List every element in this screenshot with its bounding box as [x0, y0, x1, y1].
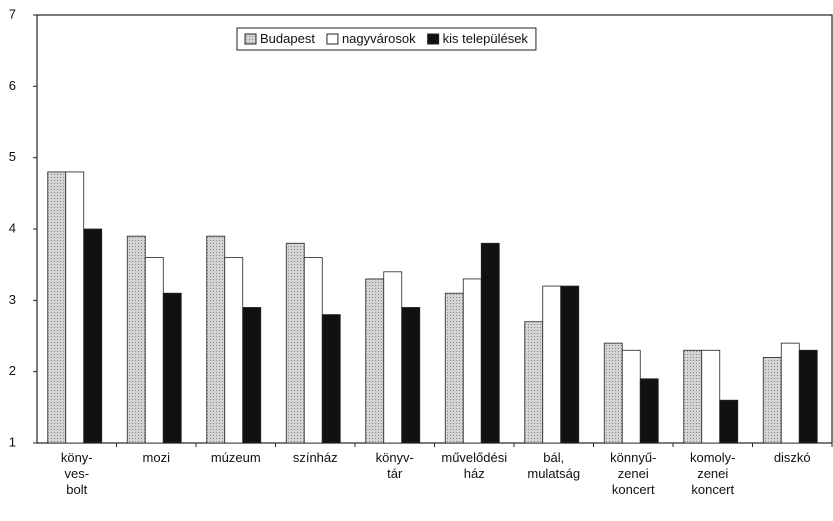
bar: [83, 228, 103, 444]
bar: [719, 399, 739, 444]
bar: [401, 307, 421, 444]
x-tick-label: színház: [292, 450, 338, 465]
bar: [206, 235, 226, 444]
bar: [560, 285, 580, 444]
bar: [65, 171, 85, 444]
bar: [444, 292, 464, 444]
y-tick-label: 5: [9, 149, 16, 164]
bar: [621, 349, 641, 444]
bar: [603, 342, 623, 444]
bar: [47, 171, 67, 444]
bar: [524, 321, 544, 444]
bar: [683, 349, 703, 444]
bar: [126, 235, 146, 444]
bar: [542, 285, 562, 444]
bar: [285, 242, 305, 444]
bar: [639, 378, 659, 444]
legend-label: Budapest: [260, 31, 315, 46]
bar: [480, 242, 500, 444]
bar: [365, 278, 385, 444]
x-tick-label: bál, mulatság: [527, 450, 581, 481]
bar: [780, 342, 800, 444]
bar: [321, 314, 341, 444]
legend-label: nagyvárosok: [342, 31, 416, 46]
y-tick-label: 3: [9, 292, 16, 307]
bar: [144, 257, 164, 444]
x-tick-label: köny- ves- bolt: [60, 450, 93, 497]
x-tick-label: komoly- zenei koncert: [689, 450, 736, 497]
bar: [462, 278, 482, 444]
legend-swatch: [326, 33, 339, 45]
y-tick-label: 6: [9, 78, 16, 93]
legend-box: [236, 27, 537, 51]
x-tick-label: művelődési ház: [441, 450, 508, 481]
y-tick-label: 2: [9, 363, 16, 378]
bar: [242, 307, 262, 444]
bar: [162, 292, 182, 444]
x-tick-label: könnyű- zenei koncert: [610, 450, 657, 497]
legend-swatch: [244, 33, 257, 45]
bar: [224, 257, 244, 444]
x-tick-label: múzeum: [210, 450, 261, 465]
y-tick-label: 1: [9, 434, 16, 449]
legend-label: kis települések: [443, 31, 529, 46]
bar: [303, 257, 323, 444]
bar: [701, 349, 721, 444]
x-tick-label: könyv- tár: [375, 450, 414, 481]
bar: [762, 356, 782, 444]
y-tick-label: 7: [9, 6, 16, 21]
bar: [383, 271, 403, 444]
y-tick-label: 4: [9, 220, 16, 235]
bar: [798, 349, 818, 444]
legend-swatch: [427, 33, 440, 45]
x-tick-label: diszkó: [773, 450, 811, 465]
x-tick-label: mozi: [142, 450, 170, 465]
